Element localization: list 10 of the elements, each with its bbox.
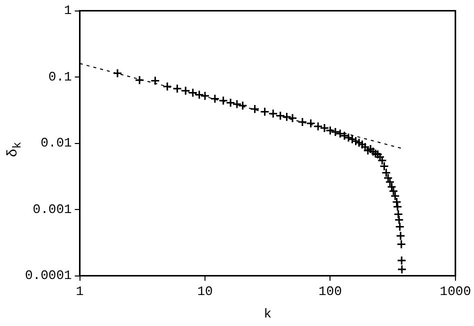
y-tick-label: 1 [64,3,72,18]
x-tick-label: 1000 [440,284,472,300]
y-tick-label: 0.0001 [24,268,72,284]
x-tick-label: 10 [197,284,213,300]
y-tick-label: 0.01 [40,136,72,151]
x-tick-label: 100 [318,284,342,300]
y-tick-label: 0.001 [32,202,72,217]
x-tick-label: 1 [76,284,84,300]
y-tick-label: 0.1 [48,69,72,84]
x-axis-title: k [264,306,272,322]
